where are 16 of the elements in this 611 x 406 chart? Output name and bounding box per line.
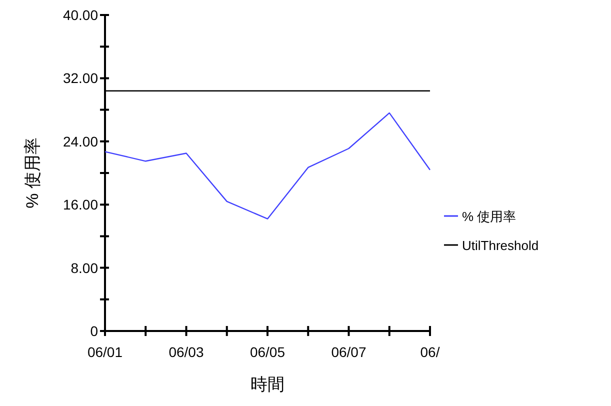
x-axis-title: 時間 (250, 375, 284, 394)
line-series (104, 112, 431, 220)
legend-label: UtilThreshold (462, 238, 539, 253)
y-tick-label: 0 (90, 323, 98, 339)
x-tick-label: 06/03 (168, 344, 204, 360)
y-tick-label: 40.00 (62, 7, 98, 23)
y-tick-label: 16.00 (62, 196, 98, 213)
x-tick-label: 06/ (420, 344, 440, 360)
x-tick-label: 06/07 (331, 344, 366, 360)
x-tick-label: 06/05 (250, 344, 286, 360)
legend-label: % 使用率 (462, 209, 516, 224)
y-tick-label: 24.00 (62, 133, 98, 150)
y-tick-label: 8.00 (70, 260, 98, 276)
y-tick-label: 32.00 (62, 70, 98, 86)
y-axis-title: % 使用率 (23, 138, 42, 208)
x-tick-label: 06/01 (87, 344, 123, 360)
